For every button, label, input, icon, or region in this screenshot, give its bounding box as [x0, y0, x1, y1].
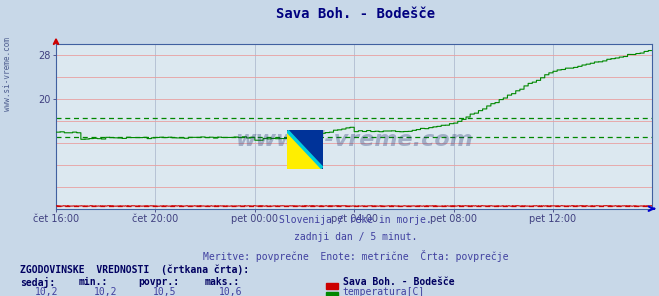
Text: Sava Boh. - Bodešče: Sava Boh. - Bodešče [276, 7, 436, 21]
Text: www.si-vreme.com: www.si-vreme.com [235, 130, 473, 150]
Text: ZGODOVINSKE  VREDNOSTI  (črtkana črta):: ZGODOVINSKE VREDNOSTI (črtkana črta): [20, 265, 249, 275]
Text: Meritve: povprečne  Enote: metrične  Črta: povprečje: Meritve: povprečne Enote: metrične Črta:… [203, 250, 509, 262]
Polygon shape [287, 130, 323, 169]
Text: 10,2: 10,2 [34, 287, 58, 296]
Text: sedaj:: sedaj: [20, 277, 55, 288]
Text: www.si-vreme.com: www.si-vreme.com [3, 37, 13, 111]
Text: temperatura[C]: temperatura[C] [343, 287, 425, 296]
Text: 10,6: 10,6 [219, 287, 243, 296]
Text: min.:: min.: [79, 277, 109, 287]
Text: 10,5: 10,5 [153, 287, 177, 296]
Text: povpr.:: povpr.: [138, 277, 179, 287]
Text: Slovenija / reke in morje.: Slovenija / reke in morje. [279, 215, 432, 225]
Text: Sava Boh. - Bodešče: Sava Boh. - Bodešče [343, 277, 454, 287]
Polygon shape [287, 130, 323, 169]
Text: maks.:: maks.: [204, 277, 239, 287]
Text: 10,2: 10,2 [94, 287, 117, 296]
Text: zadnji dan / 5 minut.: zadnji dan / 5 minut. [294, 232, 418, 242]
